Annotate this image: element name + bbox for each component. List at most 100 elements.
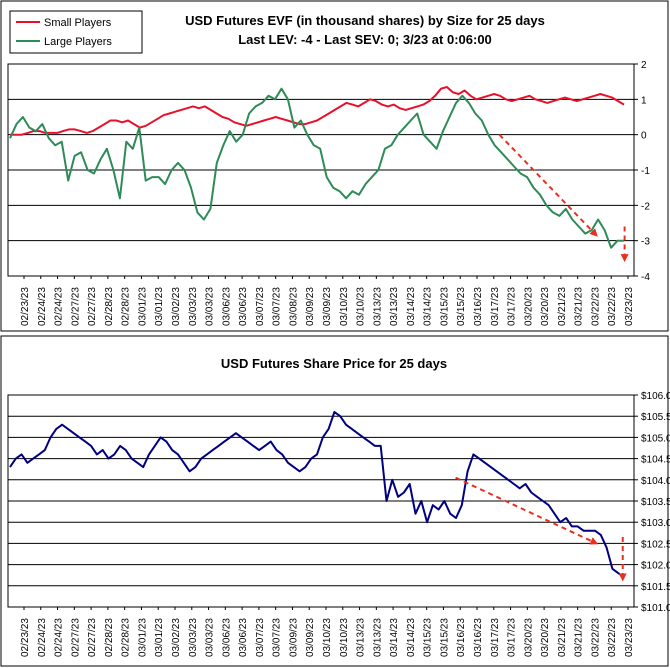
x-tick-label: 03/23/23: [624, 618, 635, 657]
x-tick-label: 02/28/23: [104, 287, 115, 326]
x-tick-label: 03/15/23: [456, 287, 467, 326]
y-tick-label: 1: [641, 95, 647, 106]
x-tick-label: 03/06/23: [221, 618, 232, 657]
top-chart-title: USD Futures EVF (in thousand shares) by …: [185, 13, 545, 28]
x-tick-label: 03/01/23: [137, 287, 148, 326]
x-tick-label: 03/20/23: [523, 287, 534, 326]
trend-arrow: [455, 476, 599, 545]
x-tick-label: 03/17/23: [507, 618, 518, 657]
y-tick-label: 0: [641, 131, 647, 142]
x-tick-label: 03/09/23: [305, 287, 316, 326]
x-tick-label: 02/28/23: [121, 618, 132, 657]
x-tick-label: 02/28/23: [104, 618, 115, 657]
legend-label-large-players: Large Players: [44, 36, 112, 48]
x-tick-label: 03/01/23: [154, 618, 165, 657]
x-tick-label: 03/23/23: [624, 287, 635, 326]
y-tick-label: $101.0: [641, 603, 670, 614]
x-tick-label: 02/24/23: [37, 618, 48, 657]
x-tick-label: 03/01/23: [154, 287, 165, 326]
x-tick-label: 03/03/23: [205, 287, 216, 326]
x-tick-label: 02/23/23: [20, 287, 31, 326]
x-tick-label: 03/14/23: [406, 287, 417, 326]
x-tick-label: 03/10/23: [339, 618, 350, 657]
y-tick-label: $102.0: [641, 561, 670, 572]
x-tick-label: 03/21/23: [574, 287, 585, 326]
y-tick-label: $104.5: [641, 455, 670, 466]
x-tick-label: 03/22/23: [590, 618, 601, 657]
y-tick-label: $103.5: [641, 497, 670, 508]
x-tick-label: 03/08/23: [288, 287, 299, 326]
x-tick-label: 03/21/23: [557, 618, 568, 657]
x-tick-label: 03/03/23: [188, 618, 199, 657]
x-tick-label: 03/02/23: [171, 287, 182, 326]
x-tick-label: 02/28/23: [121, 287, 132, 326]
x-tick-label: 03/22/23: [607, 618, 618, 657]
x-tick-label: 03/14/23: [423, 287, 434, 326]
bottom-chart-title: USD Futures Share Price for 25 days: [221, 356, 447, 371]
price-series-line: [9, 411, 625, 579]
y-tick-label: -3: [641, 237, 650, 248]
x-tick-label: 03/16/23: [473, 618, 484, 657]
x-tick-label: 03/16/23: [456, 618, 467, 657]
y-tick-label: -4: [641, 272, 650, 283]
y-tick-label: $103.0: [641, 518, 670, 529]
y-tick-label: -2: [641, 201, 650, 212]
x-tick-label: 03/06/23: [238, 287, 249, 326]
x-tick-label: 03/07/23: [272, 287, 283, 326]
x-tick-label: 03/07/23: [255, 618, 266, 657]
small-players-series-line: [10, 86, 625, 136]
x-tick-label: 03/06/23: [221, 287, 232, 326]
y-tick-label: $102.5: [641, 539, 670, 550]
y-tick-label: $106.0: [641, 391, 670, 402]
x-tick-label: 03/06/23: [238, 618, 249, 657]
x-tick-label: 02/27/23: [70, 618, 81, 657]
x-tick-label: 03/21/23: [557, 287, 568, 326]
x-tick-label: 03/03/23: [205, 618, 216, 657]
x-tick-label: 03/09/23: [322, 287, 333, 326]
x-tick-label: 03/09/23: [288, 618, 299, 657]
x-tick-label: 03/20/23: [523, 618, 534, 657]
x-tick-label: 03/07/23: [272, 618, 283, 657]
x-tick-label: 02/24/23: [54, 618, 65, 657]
x-tick-label: 03/16/23: [473, 287, 484, 326]
x-tick-label: 03/14/23: [406, 618, 417, 657]
x-tick-label: 03/10/23: [356, 287, 367, 326]
x-tick-label: 03/20/23: [540, 618, 551, 657]
x-tick-label: 03/15/23: [423, 618, 434, 657]
x-tick-label: 03/17/23: [490, 287, 501, 326]
x-tick-label: 03/10/23: [339, 287, 350, 326]
x-tick-label: 02/23/23: [20, 618, 31, 657]
y-tick-label: $105.5: [641, 412, 670, 423]
y-tick-label: $104.0: [641, 476, 670, 487]
x-tick-label: 03/09/23: [305, 618, 316, 657]
y-tick-label: $105.0: [641, 433, 670, 444]
x-tick-label: 02/27/23: [70, 287, 81, 326]
x-tick-label: 03/13/23: [356, 618, 367, 657]
x-tick-label: 03/13/23: [389, 287, 400, 326]
large-players-series-line: [9, 87, 624, 249]
legend: Small Players Large Players: [9, 10, 143, 54]
x-tick-label: 03/10/23: [322, 618, 333, 657]
x-tick-label: 03/15/23: [439, 618, 450, 657]
x-tick-label: 03/22/23: [607, 287, 618, 326]
x-tick-label: 03/17/23: [507, 287, 518, 326]
y-tick-label: $101.5: [641, 582, 670, 593]
x-tick-label: 02/27/23: [87, 618, 98, 657]
x-tick-label: 02/24/23: [37, 287, 48, 326]
x-tick-label: 03/15/23: [439, 287, 450, 326]
x-tick-label: 03/13/23: [372, 618, 383, 657]
y-tick-label: -1: [641, 166, 650, 177]
x-tick-label: 03/22/23: [590, 287, 601, 326]
y-tick-label: 2: [641, 60, 647, 71]
x-tick-label: 02/24/23: [54, 287, 65, 326]
x-tick-label: 03/17/23: [490, 618, 501, 657]
x-tick-label: 03/02/23: [171, 618, 182, 657]
x-tick-label: 03/03/23: [188, 287, 199, 326]
x-tick-label: 03/13/23: [372, 287, 383, 326]
top-chart-subtitle: Last LEV: -4 - Last SEV: 0; 3/23 at 0:06…: [238, 32, 492, 47]
x-tick-label: 03/20/23: [540, 287, 551, 326]
x-tick-label: 03/14/23: [389, 618, 400, 657]
x-tick-label: 03/01/23: [137, 618, 148, 657]
